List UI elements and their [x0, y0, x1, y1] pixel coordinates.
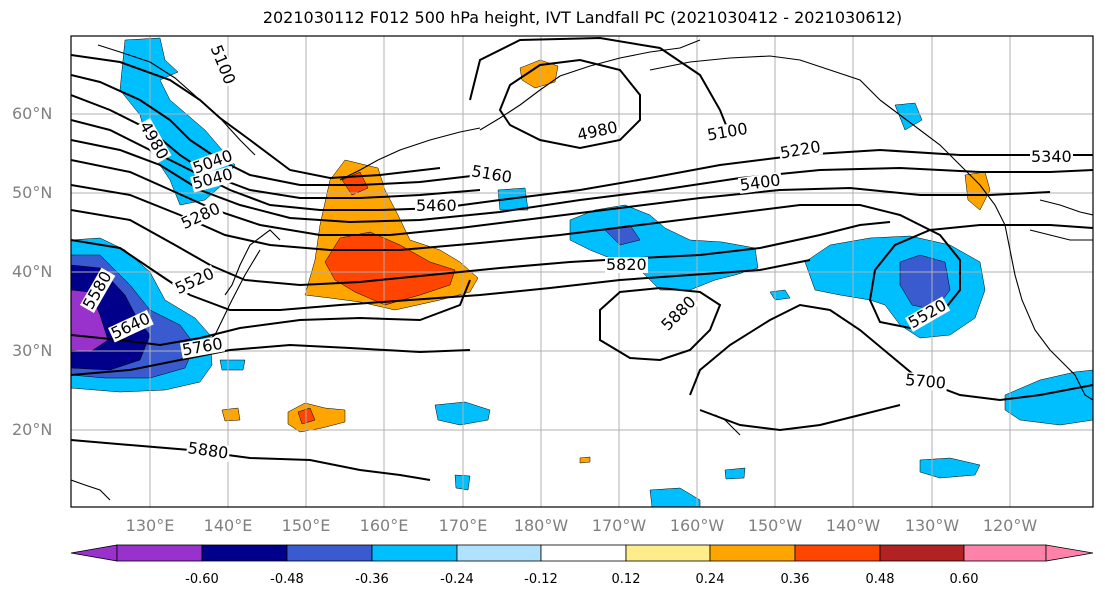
lon-label: 140°W	[825, 516, 881, 535]
colorbar	[70, 544, 1094, 562]
colorbar-tick-label: 0.60	[949, 572, 979, 587]
lat-label: 20°N	[12, 420, 53, 439]
colorbar-tick-label: -0.48	[270, 572, 304, 587]
colorbar-tick-label: -0.36	[355, 572, 389, 587]
lon-label: 160°E	[359, 516, 409, 535]
ivt-negative-region	[219, 359, 246, 371]
ivt-negative-region	[724, 467, 746, 480]
colorbar-tick-label: -0.24	[440, 572, 474, 587]
colorbar-swatch	[371, 544, 458, 562]
lon-label: 140°E	[203, 516, 253, 535]
ivt-positive-region	[221, 407, 241, 422]
height-contours	[71, 36, 1093, 481]
colorbar-extend-high	[1045, 544, 1094, 562]
map-plot-area	[71, 36, 1093, 507]
contour-label: 5700	[903, 370, 948, 393]
colorbar-swatch	[709, 544, 796, 562]
ivt-negative-region	[649, 487, 701, 507]
colorbar-tick-label: -0.60	[185, 572, 219, 587]
colorbar-tick-label: 0.12	[611, 572, 641, 587]
lon-label: 170°W	[591, 516, 647, 535]
colorbar-swatch	[456, 544, 542, 562]
coastlines	[71, 39, 1093, 501]
contour-label: 5340	[1030, 147, 1073, 166]
ivt-positive-region	[287, 402, 346, 433]
ivt-negative-region	[919, 457, 981, 479]
colorbar-swatch	[201, 544, 288, 562]
map-title: 2021030112 F012 500 hPa height, IVT Land…	[262, 8, 903, 27]
colorbar-tick-label: 0.36	[780, 572, 810, 587]
colorbar-tick-label: 0.24	[695, 572, 725, 587]
lon-label: 130°W	[904, 516, 960, 535]
lat-label: 30°N	[12, 341, 53, 360]
colorbar-swatch	[879, 544, 965, 562]
lon-label: 130°E	[125, 516, 175, 535]
colorbar-swatch	[116, 544, 203, 562]
lon-label: 150°E	[281, 516, 331, 535]
lat-label: 40°N	[12, 262, 53, 281]
lon-label: 180°W	[513, 516, 569, 535]
ivt-negative-region	[769, 289, 791, 301]
map-frame	[70, 35, 1094, 508]
ivt-negative-region	[804, 235, 986, 339]
ivt-positive-region	[519, 59, 559, 89]
colorbar-swatch	[963, 544, 1047, 562]
colorbar-swatch	[625, 544, 711, 562]
lon-label: 150°W	[747, 516, 803, 535]
lat-label: 60°N	[12, 104, 53, 123]
lon-label: 120°W	[982, 516, 1038, 535]
colorbar-swatch	[540, 544, 627, 562]
colorbar-extend-low	[70, 544, 118, 562]
contour-label: 5820	[605, 255, 648, 274]
lon-label: 170°E	[438, 516, 488, 535]
colorbar-tick-label: 0.48	[865, 572, 895, 587]
ivt-positive-region	[579, 456, 591, 464]
colorbar-swatch	[286, 544, 373, 562]
ivt-positive-region	[964, 171, 991, 211]
lat-label: 50°N	[12, 183, 53, 202]
lon-label: 160°W	[669, 516, 725, 535]
ivt-negative-region	[894, 102, 923, 131]
colorbar-tick-label: -0.12	[524, 572, 558, 587]
gridlines	[71, 36, 1093, 507]
colorbar-swatch	[794, 544, 881, 562]
contour-label: 5460	[415, 196, 458, 215]
